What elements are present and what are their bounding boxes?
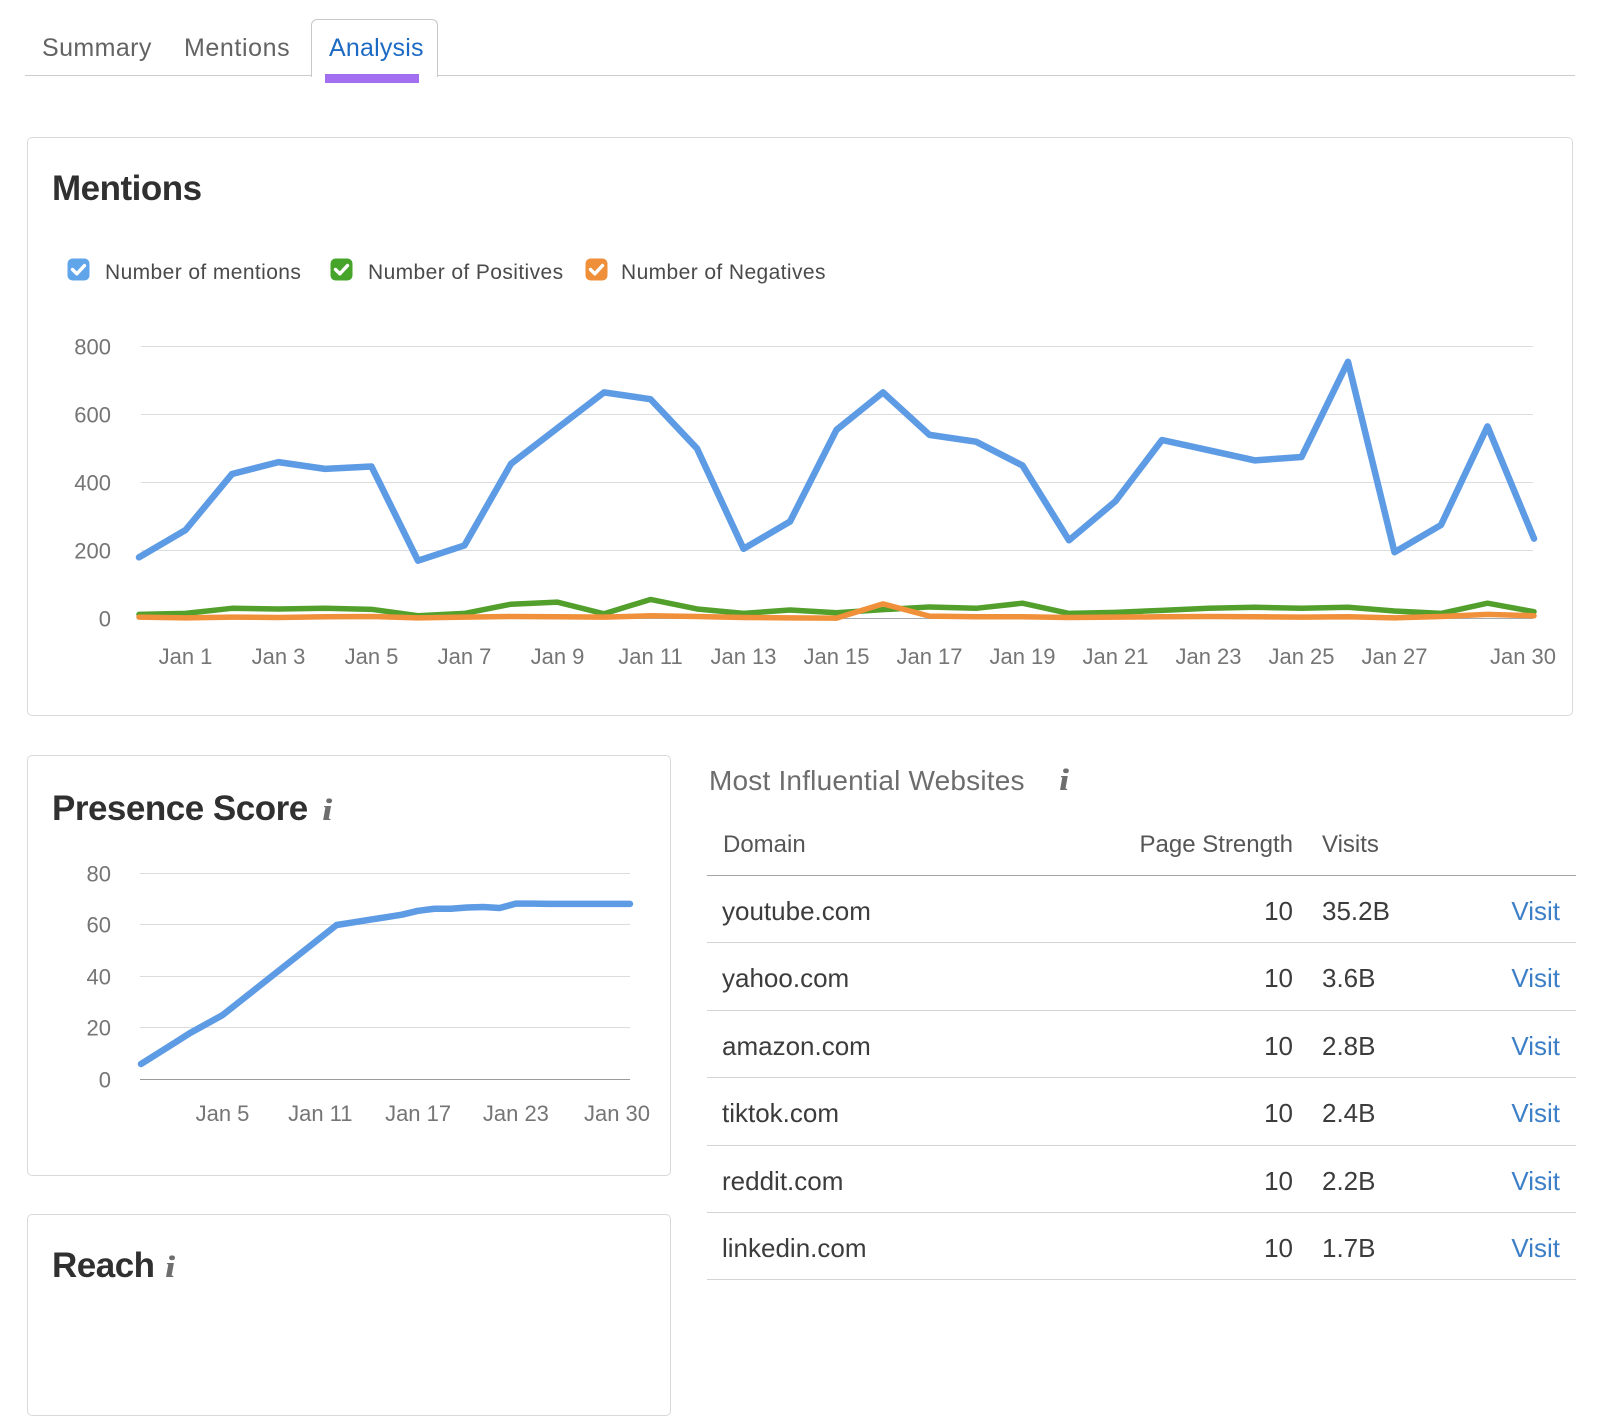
svg-text:Jan 11: Jan 11	[618, 644, 682, 669]
svg-text:Jan 17: Jan 17	[896, 644, 962, 669]
svg-text:600: 600	[74, 403, 111, 428]
svg-text:Jan 13: Jan 13	[710, 644, 776, 669]
svg-text:40: 40	[87, 965, 111, 990]
svg-text:Jan 7: Jan 7	[438, 644, 492, 669]
svg-text:Jan 1: Jan 1	[159, 644, 213, 669]
svg-text:0: 0	[99, 1068, 111, 1093]
svg-text:800: 800	[74, 335, 111, 360]
svg-text:Jan 15: Jan 15	[803, 644, 869, 669]
svg-text:Jan 5: Jan 5	[196, 1101, 250, 1126]
svg-text:Jan 23: Jan 23	[1175, 644, 1241, 669]
svg-text:Jan 23: Jan 23	[483, 1101, 549, 1126]
svg-text:0: 0	[99, 607, 111, 632]
svg-text:80: 80	[87, 862, 111, 887]
svg-text:400: 400	[74, 471, 111, 496]
svg-text:60: 60	[87, 913, 111, 938]
svg-text:Jan 5: Jan 5	[345, 644, 399, 669]
svg-text:Jan 17: Jan 17	[385, 1101, 451, 1126]
svg-text:Jan 3: Jan 3	[252, 644, 306, 669]
svg-text:Jan 9: Jan 9	[531, 644, 585, 669]
svg-text:Jan 27: Jan 27	[1361, 644, 1427, 669]
svg-text:Jan 19: Jan 19	[989, 644, 1055, 669]
svg-text:Jan 25: Jan 25	[1268, 644, 1334, 669]
svg-text:Jan 11: Jan 11	[288, 1101, 352, 1126]
svg-text:Jan 30: Jan 30	[1490, 644, 1556, 669]
svg-text:20: 20	[87, 1016, 111, 1041]
svg-text:Jan 21: Jan 21	[1082, 644, 1148, 669]
svg-text:Jan 30: Jan 30	[584, 1101, 650, 1126]
svg-text:200: 200	[74, 539, 111, 564]
